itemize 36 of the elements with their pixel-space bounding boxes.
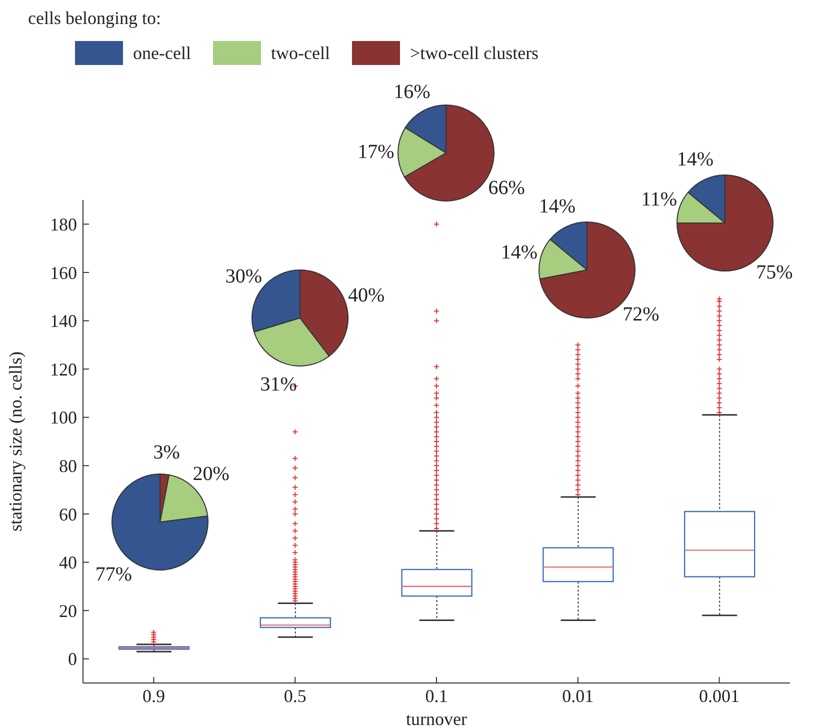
- data-label: 14%: [500, 242, 538, 264]
- y-tick-label: 60: [59, 504, 77, 524]
- y-tick-label: 20: [59, 600, 77, 621]
- x-tick-label: 0.5: [284, 686, 306, 706]
- legend-title: cells belonging to:: [28, 8, 162, 29]
- x-tick-label: 0.1: [425, 686, 448, 706]
- data-label: 20%: [192, 463, 230, 486]
- data-label: 3%: [153, 441, 180, 464]
- legend-label: one-cell: [133, 42, 191, 64]
- x-tick-label: 0.9: [142, 686, 165, 706]
- y-tick-label: 160: [50, 262, 77, 283]
- data-label: 14%: [676, 148, 714, 171]
- data-label: 31%: [260, 374, 297, 396]
- y-tick-label: 120: [50, 359, 77, 380]
- legend-label: two-cell: [270, 42, 330, 64]
- y-tick-label: 80: [59, 456, 77, 476]
- data-label: 72%: [622, 304, 660, 326]
- data-label: 14%: [538, 196, 576, 218]
- data-label: 66%: [488, 177, 525, 199]
- y-tick-label: 0: [68, 649, 77, 670]
- data-label: 40%: [348, 284, 385, 307]
- x-axis-title: turnover: [406, 709, 467, 726]
- y-tick-label: 40: [59, 552, 77, 573]
- data-label: 77%: [95, 564, 132, 586]
- x-tick-label: 0.01: [562, 686, 594, 706]
- data-label: 11%: [641, 188, 678, 210]
- legend-label: >two-cell clusters: [410, 42, 539, 64]
- y-axis-title: stationary size (no. cells): [5, 352, 26, 532]
- data-label: 17%: [358, 140, 394, 163]
- data-label: 30%: [225, 265, 262, 288]
- data-label: 16%: [394, 80, 430, 103]
- x-tick-label: 0.001: [699, 686, 740, 706]
- y-tick-label: 100: [50, 408, 77, 428]
- y-tick-label: 140: [50, 311, 77, 332]
- data-label: 75%: [756, 261, 793, 284]
- y-tick-label: 180: [50, 214, 77, 235]
